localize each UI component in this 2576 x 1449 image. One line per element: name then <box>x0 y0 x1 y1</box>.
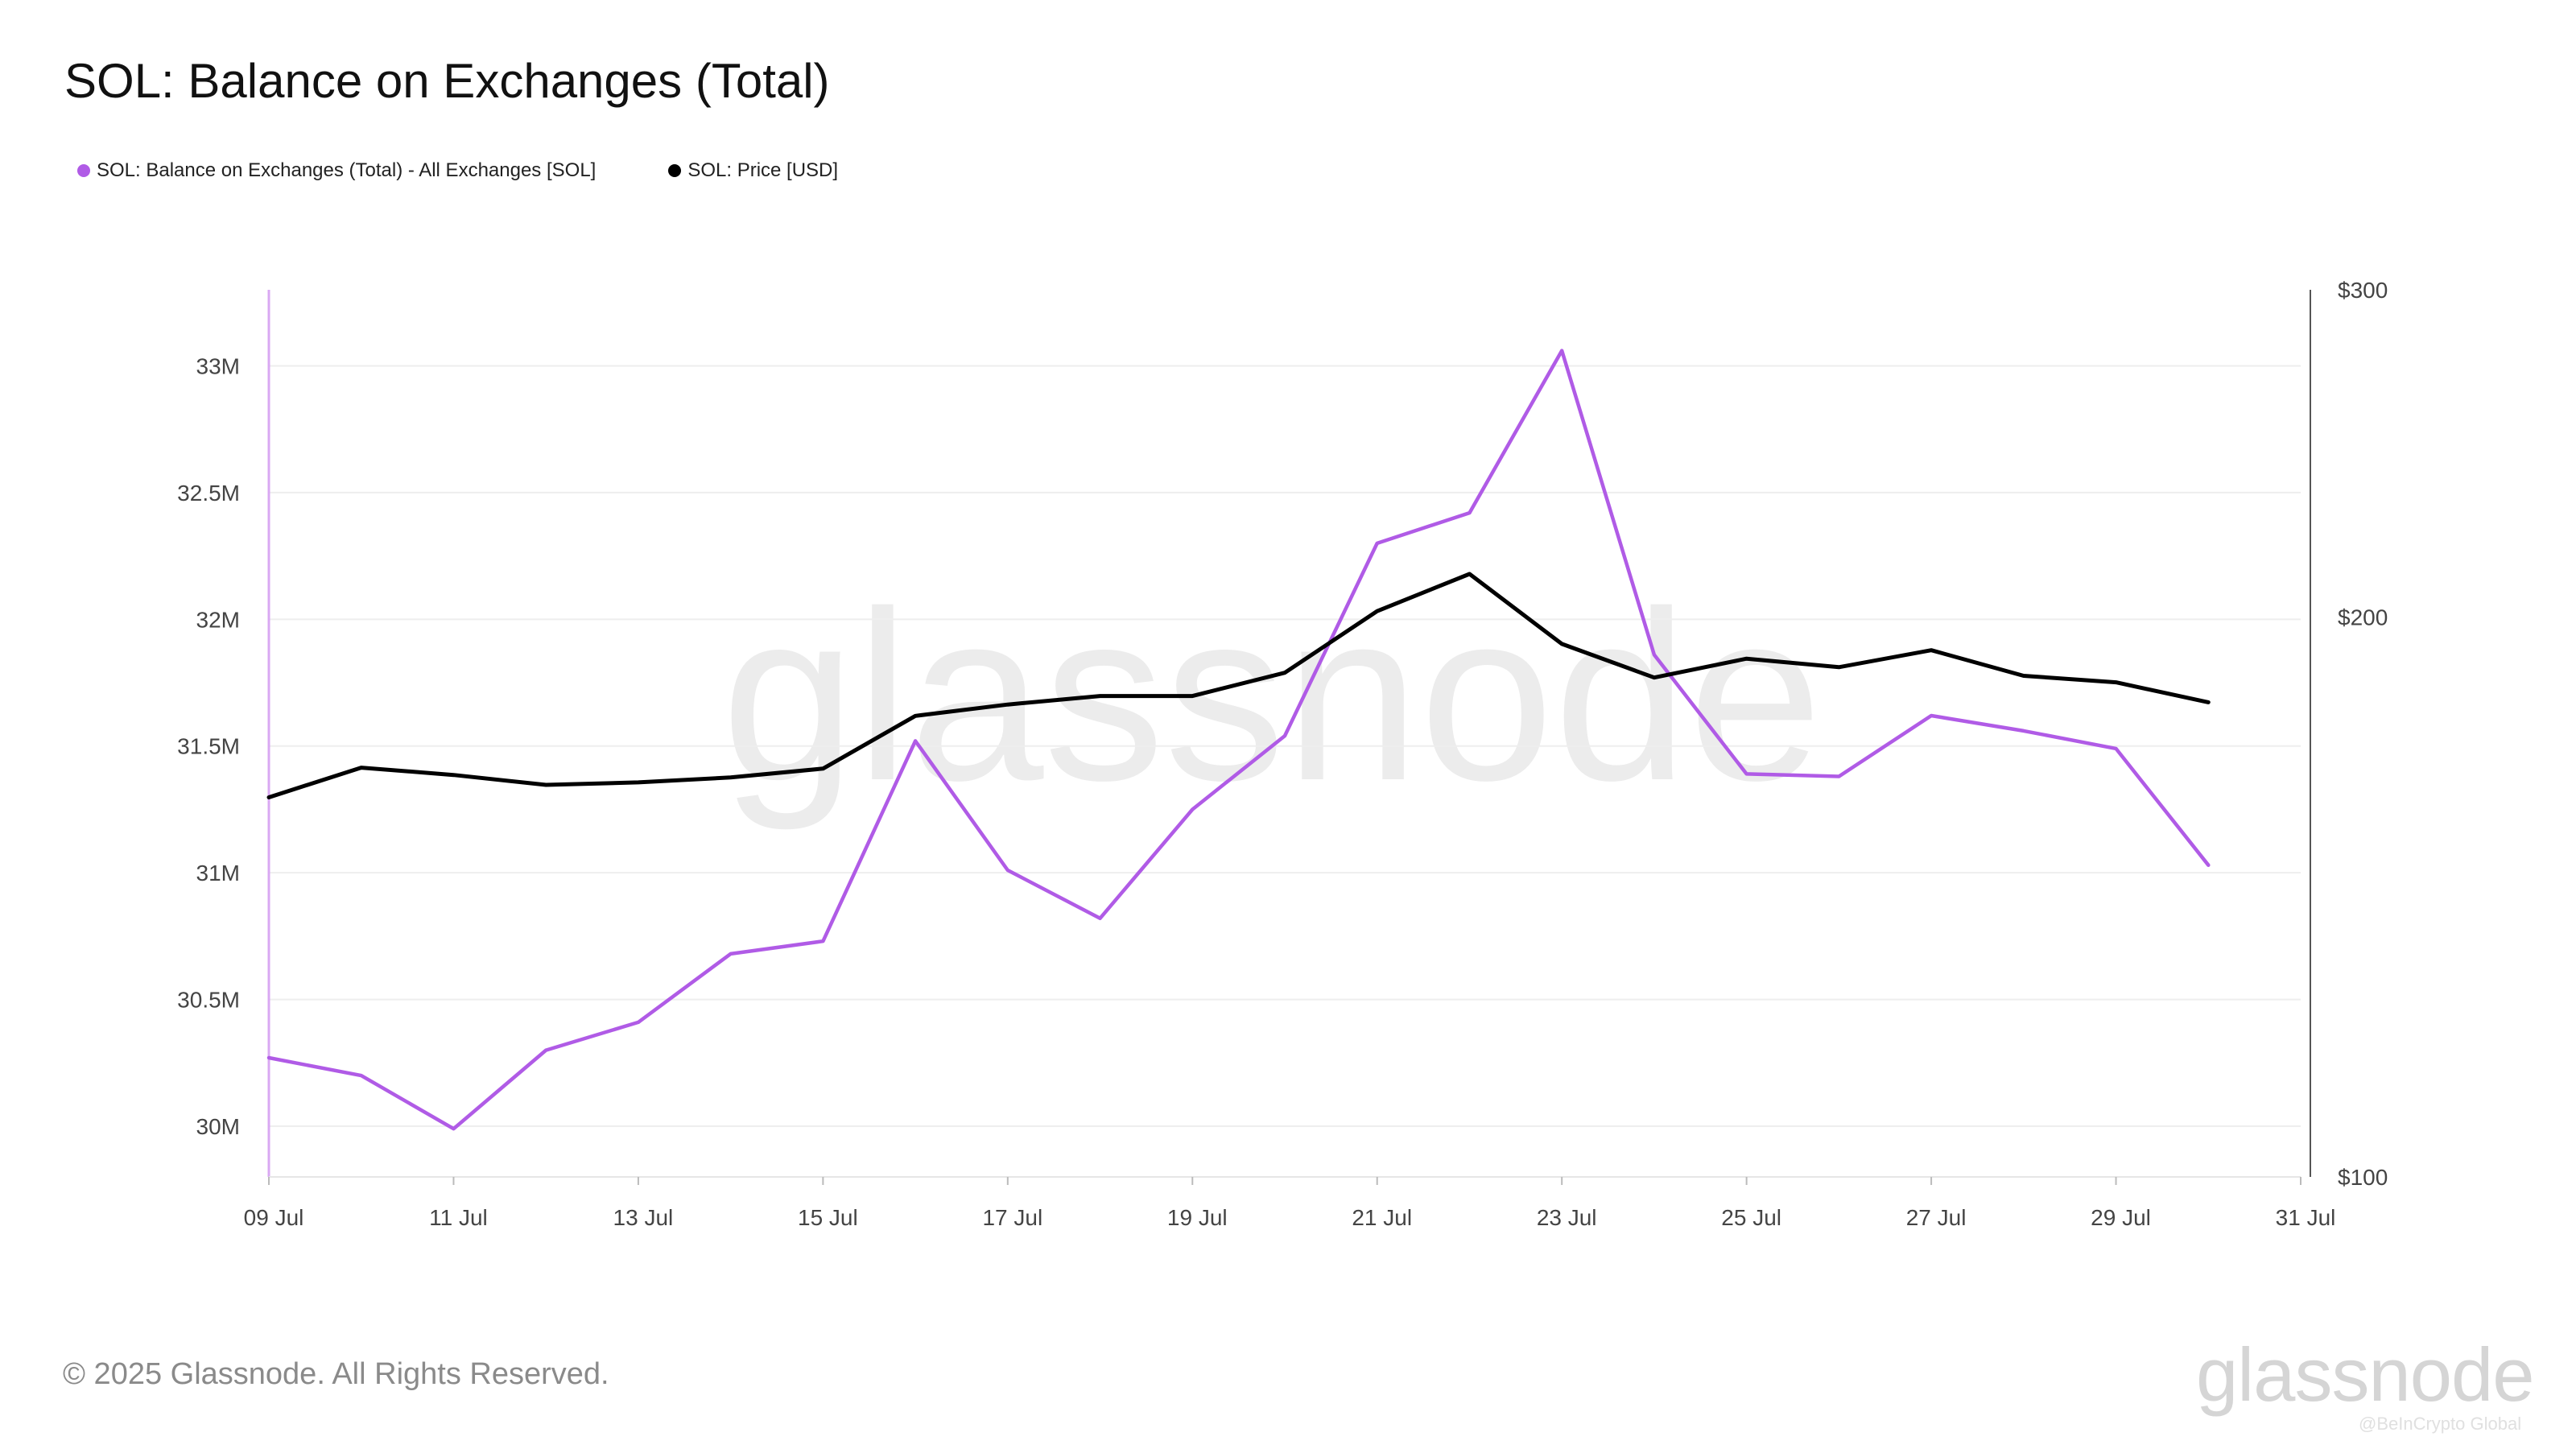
x-tick-label: 17 Jul <box>982 1205 1042 1230</box>
y-left-tick-label: 31.5M <box>177 734 240 759</box>
tick-labels: 30M 30.5M 31M 31.5M 32M 32.5M 33M $100 $200 $300 0… <box>177 278 2388 1230</box>
brand-logo: glassnode <box>2196 1332 2535 1417</box>
x-tick-label: 27 Jul <box>1906 1205 1967 1230</box>
gridlines <box>269 365 2301 1128</box>
y-right-tick-label: $200 <box>2338 605 2388 630</box>
legend-dot-balance <box>77 164 90 177</box>
legend-label-balance: SOL: Balance on Exchanges (Total) - All … <box>97 159 597 181</box>
y-left-tick-label: 32.5M <box>177 481 240 506</box>
y-right-tick-label: $100 <box>2338 1165 2388 1190</box>
legend-label-price: SOL: Price [USD] <box>687 159 839 181</box>
x-tick-label: 13 Jul <box>613 1205 674 1230</box>
y-left-tick-label: 31M <box>196 861 240 886</box>
legend-item-balance[interactable]: SOL: Balance on Exchanges (Total) - All … <box>77 159 596 182</box>
x-tick-label: 19 Jul <box>1167 1205 1228 1230</box>
y-left-tick-label: 33M <box>196 353 240 378</box>
y-right-tick-label: $300 <box>2338 278 2388 303</box>
y-left-tick-label: 32M <box>196 607 240 632</box>
x-tick-label: 29 Jul <box>2091 1205 2151 1230</box>
x-tick-label: 11 Jul <box>429 1205 488 1230</box>
legend-dot-price <box>668 164 682 177</box>
x-tick-label: 21 Jul <box>1352 1205 1412 1230</box>
x-tick-label: 15 Jul <box>798 1205 858 1230</box>
credit-watermark: @BeInCrypto Global <box>2359 1414 2522 1434</box>
axes <box>267 290 2311 1185</box>
watermark: glassnode <box>721 560 1823 832</box>
series-layer <box>266 349 2211 1131</box>
series-line-price <box>266 572 2211 799</box>
x-tick-label: 31 Jul <box>2276 1205 2336 1230</box>
legend: SOL: Balance on Exchanges (Total) - All … <box>77 159 910 182</box>
x-tick-label: 25 Jul <box>1721 1205 1781 1230</box>
chart-title: SOL: Balance on Exchanges (Total) <box>64 54 830 108</box>
x-tick-label: 23 Jul <box>1537 1205 1597 1230</box>
y-left-tick-label: 30.5M <box>177 988 240 1013</box>
series-line-balance <box>266 349 2211 1131</box>
y-left-tick-label: 30M <box>196 1114 240 1139</box>
x-tick-label: 09 Jul <box>244 1205 304 1230</box>
legend-item-price[interactable]: SOL: Price [USD] <box>668 159 838 182</box>
copyright: © 2025 Glassnode. All Rights Reserved. <box>63 1357 609 1391</box>
